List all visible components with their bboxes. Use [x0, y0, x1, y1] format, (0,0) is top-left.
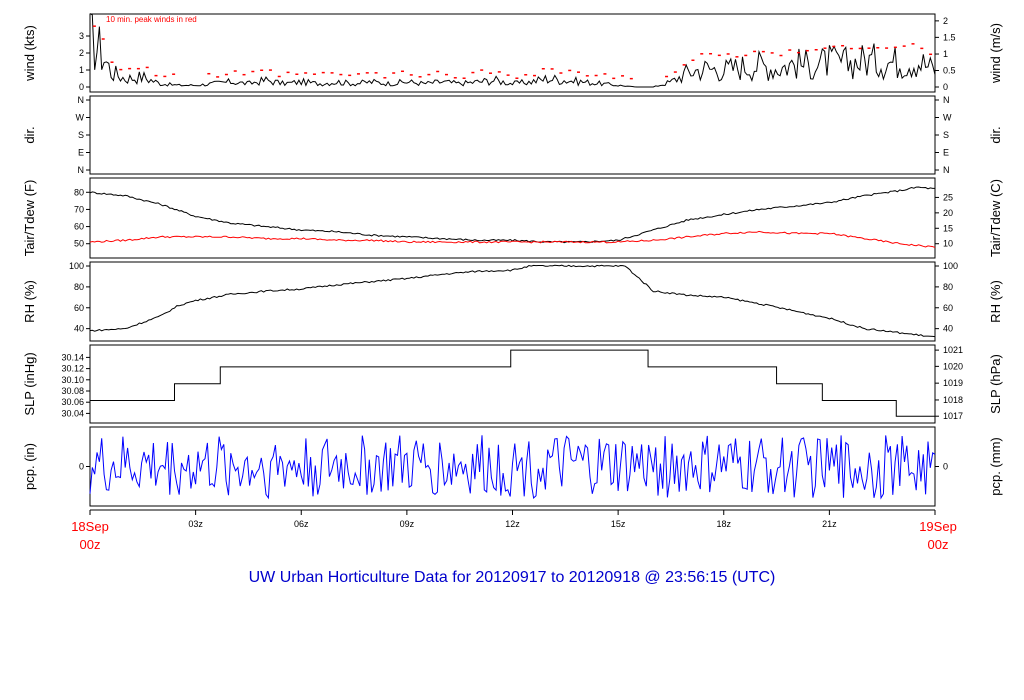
- wind-right-tick-label: 0.5: [943, 66, 956, 76]
- wind-right-tick-label: 0: [943, 82, 948, 92]
- dir-right-tick-label: E: [943, 148, 949, 158]
- peak-wind-note: 10 min. peak winds in red: [106, 15, 197, 24]
- temp-left-tick-label: 80: [74, 187, 84, 197]
- x-tick-label: 18z: [716, 519, 731, 529]
- series-rh-rh-line: [89, 264, 936, 338]
- dir-right-tick-label: N: [943, 95, 950, 105]
- wind-left-tick-label: 3: [79, 31, 84, 41]
- pcp-left-tick-label: 0: [79, 462, 84, 472]
- pcp-right-axis-label: pcp. (mm): [988, 437, 1003, 496]
- slp-left-tick-label: 30.10: [61, 375, 84, 385]
- wind-right-tick-label: 2: [943, 16, 948, 26]
- slp-right-tick-label: 1018: [943, 395, 963, 405]
- wind-right-tick-label: 1: [943, 49, 948, 59]
- x-tick-label: 21z: [822, 519, 837, 529]
- dir-left-tick-label: N: [78, 165, 85, 175]
- series-pcp-pcp.-line: [89, 435, 936, 500]
- dir-left-axis-label: dir.: [22, 126, 37, 143]
- slp-right-tick-label: 1020: [943, 361, 963, 371]
- wind-right-axis-label: wind (m/s): [988, 23, 1003, 84]
- temp-left-tick-label: 70: [74, 204, 84, 214]
- wind-left-tick-label: 0: [79, 82, 84, 92]
- slp-left-tick-label: 30.14: [61, 352, 84, 362]
- dir-right-tick-label: S: [943, 130, 949, 140]
- dir-right-axis-label: dir.: [988, 126, 1003, 143]
- temp-right-tick-label: 15: [943, 223, 953, 233]
- temp-left-axis-label: Tair/Tdew (F): [22, 180, 37, 257]
- chart-title: UW Urban Horticulture Data for 20120917 …: [249, 569, 776, 586]
- x-tick-label: 03z: [188, 519, 203, 529]
- slp-right-tick-label: 1021: [943, 345, 963, 355]
- temp-right-axis-label: Tair/Tdew (C): [988, 179, 1003, 257]
- rh-right-tick-label: 40: [943, 324, 953, 334]
- slp-right-tick-label: 1019: [943, 378, 963, 388]
- rh-right-tick-label: 100: [943, 261, 958, 271]
- x-tick-label: 15z: [611, 519, 626, 529]
- dir-left-tick-label: S: [78, 130, 84, 140]
- x-axis: 03z 06z 09z 12z 15z 18z 21z: [89, 509, 936, 529]
- series-slp-slp-line: [90, 349, 935, 417]
- wind-left-tick-label: 2: [79, 48, 84, 58]
- slp-left-tick-label: 30.06: [61, 397, 84, 407]
- slp-left-axis-label: SLP (inHg): [22, 352, 37, 415]
- temp-right-tick-label: 20: [943, 208, 953, 218]
- dir-left-tick-label: N: [78, 95, 85, 105]
- temp-left-tick-label: 60: [74, 222, 84, 232]
- rh-right-tick-label: 80: [943, 282, 953, 292]
- wind-right-tick-label: 1.5: [943, 32, 956, 42]
- pcp-left-axis-label: pcp. (in): [22, 443, 37, 490]
- dir-left-tick-label: E: [78, 148, 84, 158]
- slp-panel-frame: [89, 344, 936, 424]
- slp-left-tick-label: 30.08: [61, 386, 84, 396]
- pcp-right-tick-label: 0: [943, 462, 948, 472]
- dir-right-tick-label: N: [943, 165, 950, 175]
- x-tick-label: 06z: [294, 519, 309, 529]
- end-date-label: 19Sep: [919, 519, 957, 534]
- slp-left-tick-label: 30.12: [61, 364, 84, 374]
- rh-left-tick-label: 40: [74, 324, 84, 334]
- x-tick-label: 09z: [400, 519, 415, 529]
- rh-right-tick-label: 60: [943, 303, 953, 313]
- rh-left-tick-label: 80: [74, 282, 84, 292]
- wind-panel-frame: [89, 13, 936, 93]
- temp-panel-frame: [89, 177, 936, 259]
- series-wind-wind-line: [89, 13, 936, 88]
- rh-left-tick-label: 100: [69, 261, 84, 271]
- rh-panel-frame: [89, 261, 936, 342]
- rh-right-axis-label: RH (%): [988, 280, 1003, 323]
- slp-left-tick-label: 30.04: [61, 408, 84, 418]
- temp-left-tick-label: 50: [74, 239, 84, 249]
- dir-panel-frame: [89, 95, 936, 175]
- x-tick-label: 12z: [505, 519, 520, 529]
- series-temp-tdew-line: [89, 230, 936, 249]
- temp-right-tick-label: 25: [943, 192, 953, 202]
- dir-right-tick-label: W: [943, 113, 952, 123]
- rh-left-axis-label: RH (%): [22, 280, 37, 323]
- end-time-label: 00z: [928, 537, 949, 552]
- dir-left-tick-label: W: [76, 113, 85, 123]
- wind-left-tick-label: 1: [79, 65, 84, 75]
- temp-right-tick-label: 10: [943, 239, 953, 249]
- start-date-label: 18Sep: [71, 519, 109, 534]
- wind-left-axis-label: wind (kts): [22, 25, 37, 82]
- slp-right-axis-label: SLP (hPa): [988, 354, 1003, 414]
- slp-right-tick-label: 1017: [943, 411, 963, 421]
- start-time-label: 00z: [80, 537, 101, 552]
- rh-left-tick-label: 60: [74, 303, 84, 313]
- series-temp-tair-line: [89, 186, 935, 244]
